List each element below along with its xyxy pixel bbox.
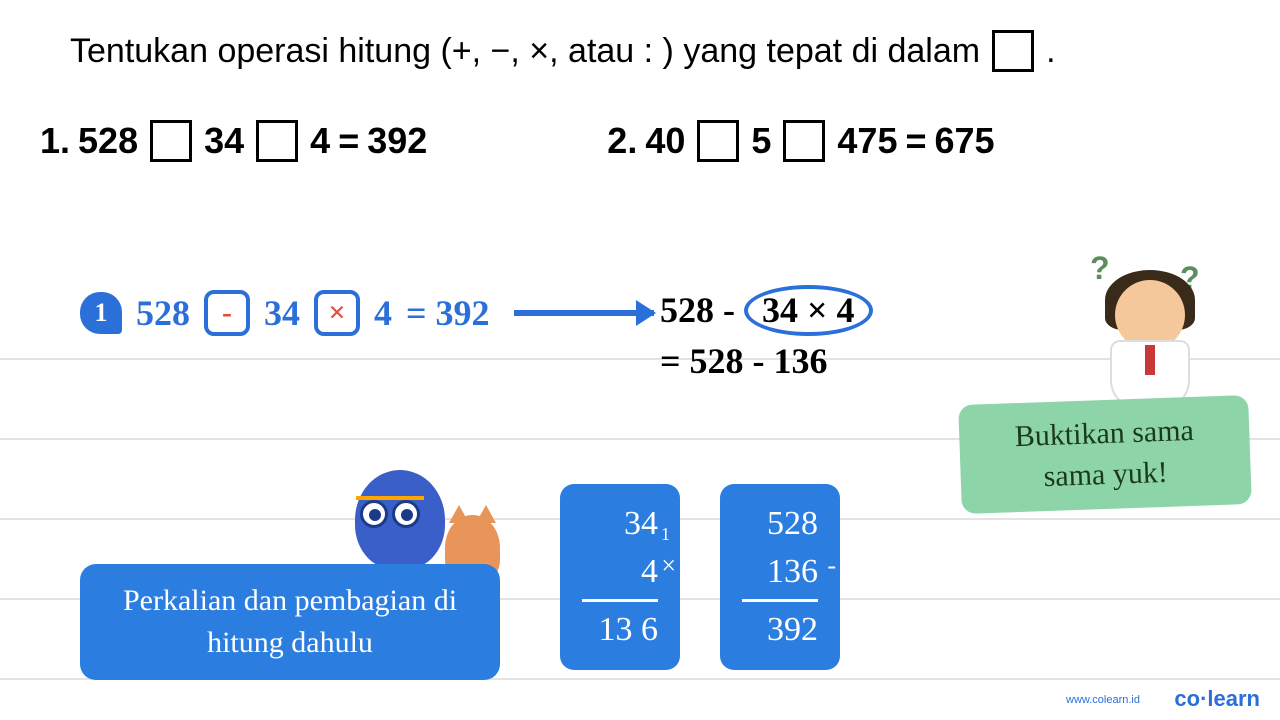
work-step-1: 528 - 34 × 4	[660, 285, 873, 336]
minus-icon: -	[222, 296, 232, 330]
green-callout: Buktikan sama sama yuk!	[958, 395, 1252, 514]
operand-c: 4	[310, 120, 330, 162]
rule-callout: Perkalian dan pembagian di hitung dahulu	[80, 564, 500, 680]
placeholder-box-icon	[992, 30, 1034, 72]
operand-b: 5	[751, 120, 771, 162]
operand-c: 475	[837, 120, 897, 162]
blank-box-icon	[256, 120, 298, 162]
carry-digit: 1	[661, 522, 670, 547]
calc-top: 34	[582, 500, 658, 548]
problem-2: 2. 40 5 475 = 675	[607, 120, 994, 162]
multiplication-card: 34 1 4 × 13 6	[560, 484, 680, 670]
blank-box-icon	[697, 120, 739, 162]
blank-box-icon	[783, 120, 825, 162]
result: 392	[367, 120, 427, 162]
sol-a: 528	[136, 292, 190, 334]
minus-icon: -	[827, 548, 836, 584]
circled-expression: 34 × 4	[744, 285, 873, 336]
calc-result: 392	[742, 606, 818, 654]
work-pre: 528 -	[660, 290, 744, 330]
times-icon: ×	[661, 548, 676, 584]
calc-mid: 136	[767, 553, 818, 590]
divider	[742, 599, 818, 602]
sol-c: 4	[374, 292, 392, 334]
brand-url: www.colearn.id	[1066, 694, 1140, 706]
brand-logo: co·learn	[1174, 686, 1260, 712]
divider	[582, 599, 658, 602]
equals: =	[905, 120, 926, 162]
arrow-right-icon	[514, 310, 654, 316]
question-mark-icon: ?	[1090, 250, 1110, 287]
question-prefix: Tentukan operasi hitung (+, −, ×, atau :…	[70, 32, 980, 71]
calc-result: 13 6	[582, 606, 658, 654]
operand-a: 528	[78, 120, 138, 162]
problem-number: 2.	[607, 120, 637, 162]
problem-number: 1.	[40, 120, 70, 162]
calc-top: 528	[742, 500, 818, 548]
calc-mid: 4	[641, 553, 658, 590]
equals: =	[338, 120, 359, 162]
question-prompt: Tentukan operasi hitung (+, −, ×, atau :…	[70, 30, 1056, 72]
problems-row: 1. 528 34 4 = 392 2. 40 5 475 = 675	[40, 120, 1240, 162]
operand-a: 40	[645, 120, 685, 162]
operator-box-1: -	[204, 290, 250, 336]
problem-1: 1. 528 34 4 = 392	[40, 120, 427, 162]
question-suffix: .	[1046, 32, 1055, 71]
operand-b: 34	[204, 120, 244, 162]
subtraction-card: 528 136 - 392	[720, 484, 840, 670]
work-step-2: = 528 - 136	[660, 340, 828, 382]
sol-eq: = 392	[406, 292, 490, 334]
result: 675	[935, 120, 995, 162]
student-character-icon: ? ?	[1080, 260, 1220, 410]
sol-b: 34	[264, 292, 300, 334]
solution-equation: 1 528 - 34 × 4 = 392	[80, 290, 664, 336]
blank-box-icon	[150, 120, 192, 162]
solution-badge: 1	[80, 292, 122, 334]
operator-box-2: ×	[314, 290, 360, 336]
times-icon: ×	[328, 296, 345, 330]
